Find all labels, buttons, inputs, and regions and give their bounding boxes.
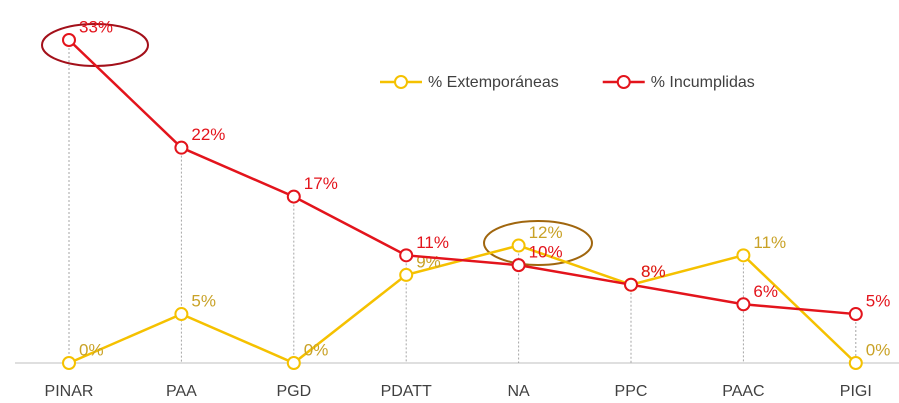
point — [174, 307, 189, 322]
point — [286, 356, 301, 370]
data-label: 33% — [79, 17, 113, 36]
x-tick-label: PIGI — [840, 383, 872, 400]
data-label: 8% — [641, 262, 666, 281]
point — [399, 267, 414, 282]
legend-marker — [616, 75, 631, 89]
point — [62, 356, 76, 370]
point — [736, 248, 751, 263]
data-label: 11% — [416, 233, 449, 252]
x-tick-label: PINAR — [45, 383, 94, 400]
data-label: 10% — [529, 243, 563, 262]
legend-marker — [394, 75, 408, 89]
point — [286, 189, 301, 204]
data-label: 11% — [753, 233, 786, 252]
data-label: 12% — [529, 223, 563, 242]
data-label: 9% — [416, 252, 441, 271]
x-tick-label: PPC — [615, 383, 648, 400]
data-label: 22% — [191, 125, 225, 144]
data-label: 0% — [866, 340, 891, 359]
point — [848, 307, 863, 322]
data-label: 5% — [191, 292, 216, 311]
x-tick-label: PGD — [276, 383, 311, 400]
legend-label: % Incumplidas — [651, 74, 755, 91]
data-label: 5% — [866, 292, 891, 311]
data-label: 8% — [641, 262, 666, 281]
x-tick-label: PAA — [166, 383, 197, 400]
data-label: 17% — [304, 174, 338, 193]
legend-label: % Extemporáneas — [428, 74, 559, 91]
point — [624, 277, 638, 292]
data-label: 0% — [304, 340, 329, 359]
point — [736, 297, 751, 312]
point — [511, 238, 526, 253]
point — [62, 33, 76, 47]
point — [848, 356, 863, 370]
x-tick-label: NA — [507, 383, 530, 400]
highlight-ellipse — [483, 220, 593, 266]
x-tick-label: PDATT — [381, 383, 432, 400]
point — [399, 248, 414, 263]
series-line — [68, 39, 856, 316]
data-label: 6% — [753, 282, 778, 301]
point — [511, 258, 526, 273]
point — [174, 140, 189, 155]
data-label: 0% — [79, 340, 104, 359]
x-tick-label: PAAC — [722, 383, 764, 400]
